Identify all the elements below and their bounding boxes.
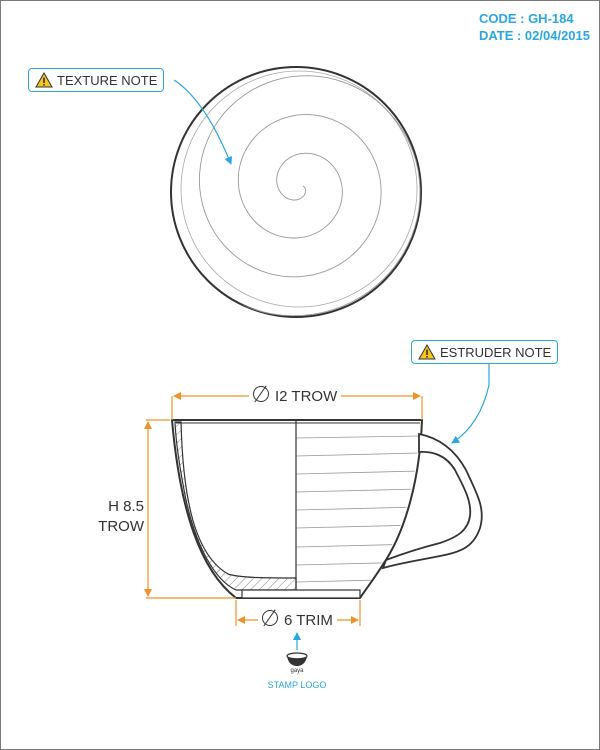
extruder-leader-line xyxy=(451,364,490,444)
texture-leader-line xyxy=(173,79,233,165)
saucer-top-view xyxy=(170,66,422,318)
stamp-small-text: gaya xyxy=(290,668,304,674)
date-text: DATE : 02/04/2015 xyxy=(478,28,590,43)
title-block: CODE : GH-184 DATE : 02/04/2015 xyxy=(479,10,590,44)
cup-section-hatch xyxy=(174,421,297,591)
cup-handle xyxy=(381,432,483,570)
cup-side-view xyxy=(170,419,483,599)
texture-note-callout: TEXTURE NOTE xyxy=(28,68,165,92)
stamp-logo-label: STAMP LOGO xyxy=(267,680,327,690)
diameter-icon xyxy=(253,386,269,402)
top-diameter-text: I2 TROW xyxy=(275,388,338,405)
stamp-logo: gaya STAMP LOGO xyxy=(262,652,332,690)
extruder-note-callout: ESTRUDER NOTE xyxy=(411,340,559,364)
height-label-line1: H 8.5 xyxy=(108,498,144,515)
bottom-diameter-label: 6 TRIM xyxy=(258,610,337,629)
warning-icon xyxy=(35,72,53,88)
diameter-icon xyxy=(262,610,278,626)
bowl-stamp-icon xyxy=(286,652,308,666)
top-diameter-label: I2 TROW xyxy=(249,386,342,405)
texture-note-label: TEXTURE NOTE xyxy=(57,72,158,88)
texture-spiral xyxy=(171,67,421,317)
cup-foot xyxy=(241,589,361,599)
height-label-line2: TROW xyxy=(98,518,144,535)
saucer-inner-rim xyxy=(180,70,418,308)
height-label: H 8.5 TROW xyxy=(78,497,144,537)
cup-outline xyxy=(170,419,424,599)
extruder-note-label: ESTRUDER NOTE xyxy=(440,344,552,360)
bottom-diameter-text: 6 TRIM xyxy=(284,612,333,629)
warning-icon xyxy=(418,344,436,360)
saucer-outer-rim xyxy=(170,66,422,318)
code-text: CODE : GH-184 xyxy=(478,11,574,26)
